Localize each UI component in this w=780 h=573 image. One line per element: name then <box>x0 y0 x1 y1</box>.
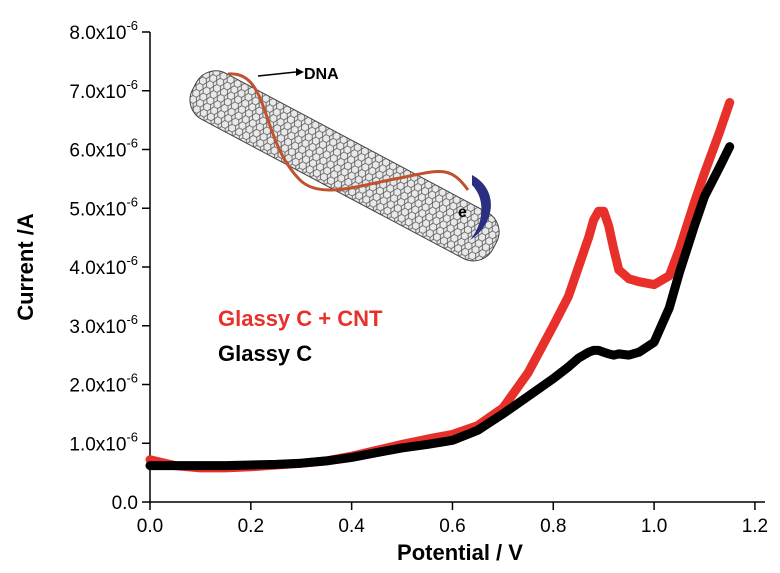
x-tick-label: 0.0 <box>137 516 163 537</box>
legend-label: Glassy C + CNT <box>218 306 383 331</box>
y-tick-label: 3.0x10-6 <box>69 312 138 338</box>
x-tick-label: 0.2 <box>238 516 264 537</box>
y-tick-label-base: 1.0x10 <box>69 434 126 455</box>
y-tick-label: 5.0x10-6 <box>69 194 138 220</box>
x-axis-title: Potential / V <box>397 540 523 565</box>
y-tick-label-base: 0.0 <box>112 493 138 514</box>
y-tick-label-exponent: -6 <box>126 371 138 386</box>
y-tick-label-exponent: -6 <box>126 77 138 92</box>
y-tick-label-exponent: -6 <box>126 429 138 444</box>
y-tick-label-base: 4.0x10 <box>69 258 126 279</box>
x-tick-label: 0.8 <box>540 516 566 537</box>
y-tick-label-base: 2.0x10 <box>69 376 126 397</box>
y-tick-label-base: 8.0x10 <box>69 23 126 44</box>
y-tick-label-exponent: -6 <box>126 136 138 151</box>
y-tick-label: 0.0 <box>112 493 138 514</box>
x-tick-label: 1.2 <box>742 516 768 537</box>
y-tick-label: 2.0x10-6 <box>69 371 138 397</box>
x-tick-label: 0.4 <box>338 516 365 537</box>
legend-label: Glassy C <box>218 341 312 366</box>
y-tick-label-base: 3.0x10 <box>69 317 126 338</box>
y-tick-label-base: 7.0x10 <box>69 82 126 103</box>
y-tick-label-base: 6.0x10 <box>69 141 126 162</box>
annotation: e <box>458 204 467 221</box>
x-tick-label: 1.0 <box>641 516 667 537</box>
series-line <box>145 98 735 473</box>
y-tick-label-exponent: -6 <box>126 312 138 327</box>
x-tick-label: 0.6 <box>439 516 465 537</box>
y-tick-label: 7.0x10-6 <box>69 77 138 103</box>
y-tick-label-exponent: -6 <box>126 253 138 268</box>
y-tick-label: 6.0x10-6 <box>69 136 138 162</box>
y-tick-label: 4.0x10-6 <box>69 253 138 279</box>
y-tick-label: 1.0x10-6 <box>69 429 138 455</box>
y-tick-label: 8.0x10-6 <box>69 18 138 44</box>
series-line <box>145 142 735 471</box>
y-tick-label-base: 5.0x10 <box>69 199 126 220</box>
y-tick-label-exponent: -6 <box>126 194 138 209</box>
y-axis-title: Current /A <box>13 213 38 321</box>
y-tick-label-exponent: -6 <box>126 18 138 33</box>
annotation: DNA <box>304 66 339 83</box>
inset-nanotube <box>189 68 500 262</box>
